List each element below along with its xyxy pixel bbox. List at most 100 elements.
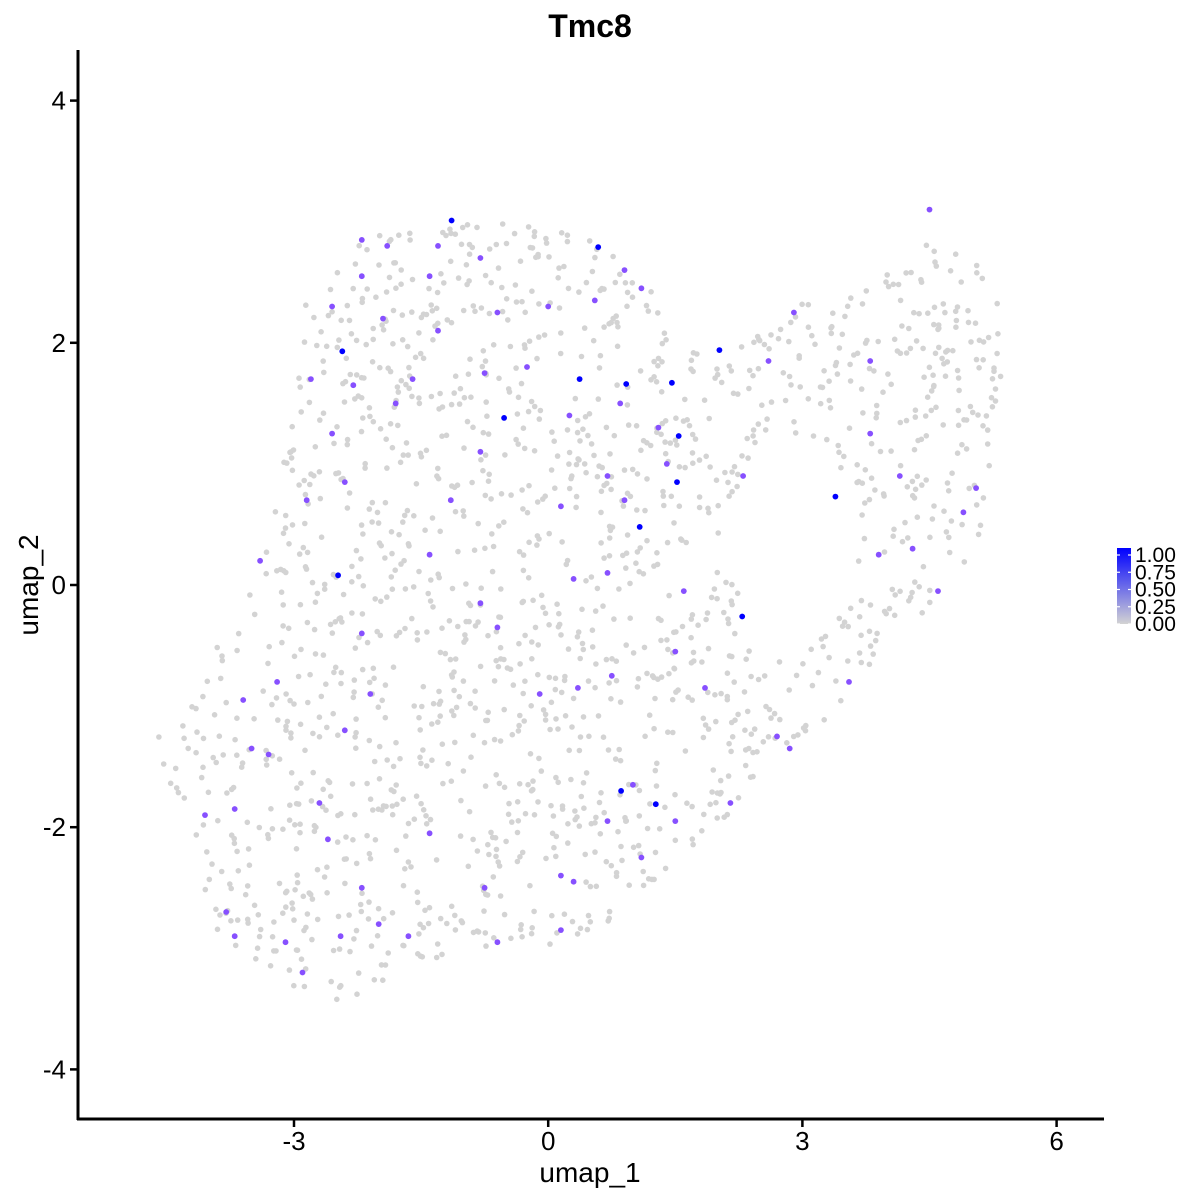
cell-point bbox=[353, 745, 359, 751]
cell-point bbox=[219, 653, 225, 659]
cell-point bbox=[447, 226, 453, 232]
cell-point bbox=[371, 675, 377, 682]
cell-point bbox=[830, 310, 836, 317]
expressing-cell-point bbox=[875, 551, 882, 558]
cell-point bbox=[700, 734, 707, 741]
cell-point bbox=[441, 280, 447, 286]
cell-point bbox=[566, 747, 572, 754]
cell-point bbox=[495, 265, 502, 271]
cell-point bbox=[514, 411, 521, 417]
cell-point bbox=[574, 417, 581, 424]
cell-point bbox=[390, 664, 397, 670]
cell-point bbox=[667, 440, 674, 446]
cell-point bbox=[336, 984, 343, 990]
cell-point bbox=[872, 637, 879, 644]
cell-point bbox=[923, 433, 930, 439]
cell-point bbox=[542, 610, 549, 617]
cell-point bbox=[323, 807, 329, 813]
cell-point bbox=[485, 431, 492, 437]
cell-point bbox=[605, 747, 612, 753]
cell-point bbox=[482, 783, 489, 789]
cell-point bbox=[457, 833, 464, 839]
cell-point bbox=[608, 696, 614, 702]
cell-point bbox=[414, 630, 421, 636]
cell-point bbox=[263, 549, 270, 555]
cell-point bbox=[493, 241, 500, 248]
cell-point bbox=[426, 285, 432, 292]
cell-point bbox=[312, 651, 319, 657]
cell-point bbox=[935, 326, 941, 333]
legend-label: 0.00 bbox=[1135, 613, 1176, 636]
cell-point bbox=[486, 851, 492, 858]
cell-point bbox=[707, 464, 713, 470]
cell-point bbox=[417, 350, 424, 357]
cell-point bbox=[569, 724, 575, 730]
cell-point bbox=[406, 364, 412, 371]
expressing-cell-point bbox=[558, 503, 564, 510]
cell-point bbox=[479, 363, 486, 370]
expressing-cell-point bbox=[248, 745, 255, 752]
cell-point bbox=[354, 991, 360, 997]
cell-point bbox=[735, 711, 741, 718]
cell-point bbox=[440, 780, 446, 787]
cell-point bbox=[734, 483, 740, 490]
cell-point bbox=[228, 885, 234, 892]
cell-point bbox=[239, 760, 246, 766]
cell-point bbox=[298, 780, 304, 786]
expressing-cell-point bbox=[672, 818, 679, 824]
cell-point bbox=[428, 393, 435, 400]
cell-point bbox=[549, 912, 555, 919]
expressing-cell-point bbox=[960, 509, 967, 516]
cell-point bbox=[234, 917, 241, 923]
cell-point bbox=[403, 833, 409, 839]
cell-point bbox=[558, 330, 564, 336]
cell-point bbox=[302, 491, 309, 498]
cell-point bbox=[414, 637, 421, 643]
cell-point bbox=[581, 461, 588, 467]
cell-point bbox=[682, 464, 688, 471]
cell-point bbox=[600, 734, 607, 740]
cell-point bbox=[384, 465, 390, 471]
cell-point bbox=[988, 394, 995, 401]
cell-point bbox=[627, 580, 633, 587]
cell-point bbox=[422, 907, 428, 914]
expressing-cell-point bbox=[358, 237, 365, 243]
cell-point bbox=[565, 285, 572, 292]
cell-point bbox=[972, 320, 979, 327]
cell-point bbox=[932, 259, 938, 265]
cell-point bbox=[601, 809, 607, 816]
expressing-cell-point bbox=[617, 400, 624, 407]
cell-point bbox=[517, 258, 524, 265]
cell-point bbox=[890, 533, 896, 539]
cell-point bbox=[558, 689, 565, 696]
cell-point bbox=[260, 688, 267, 694]
cell-point bbox=[515, 441, 521, 447]
cell-point bbox=[688, 357, 695, 364]
cell-point bbox=[419, 954, 426, 960]
cell-point bbox=[455, 275, 462, 281]
cell-point bbox=[297, 821, 303, 827]
cell-point bbox=[948, 518, 955, 524]
cell-point bbox=[304, 911, 311, 917]
cell-point bbox=[376, 776, 383, 782]
cell-point bbox=[359, 890, 365, 897]
cell-point bbox=[582, 851, 588, 858]
cell-point bbox=[961, 417, 967, 423]
cell-point bbox=[352, 396, 358, 402]
cell-point bbox=[507, 343, 514, 350]
cell-point bbox=[747, 774, 754, 780]
cell-point bbox=[627, 615, 633, 621]
expressing-cell-point bbox=[257, 557, 263, 564]
cell-point bbox=[224, 790, 230, 796]
cell-point bbox=[805, 324, 812, 331]
cell-point bbox=[624, 303, 630, 310]
cell-point bbox=[943, 349, 949, 355]
expressing-cell-point bbox=[299, 969, 306, 976]
cell-point bbox=[994, 350, 1000, 357]
cell-point bbox=[662, 865, 669, 872]
expressing-cell-point bbox=[447, 497, 454, 504]
cell-point bbox=[652, 767, 659, 774]
cell-point bbox=[662, 450, 669, 457]
cell-point bbox=[181, 795, 188, 801]
expressing-cell-point bbox=[935, 588, 941, 594]
